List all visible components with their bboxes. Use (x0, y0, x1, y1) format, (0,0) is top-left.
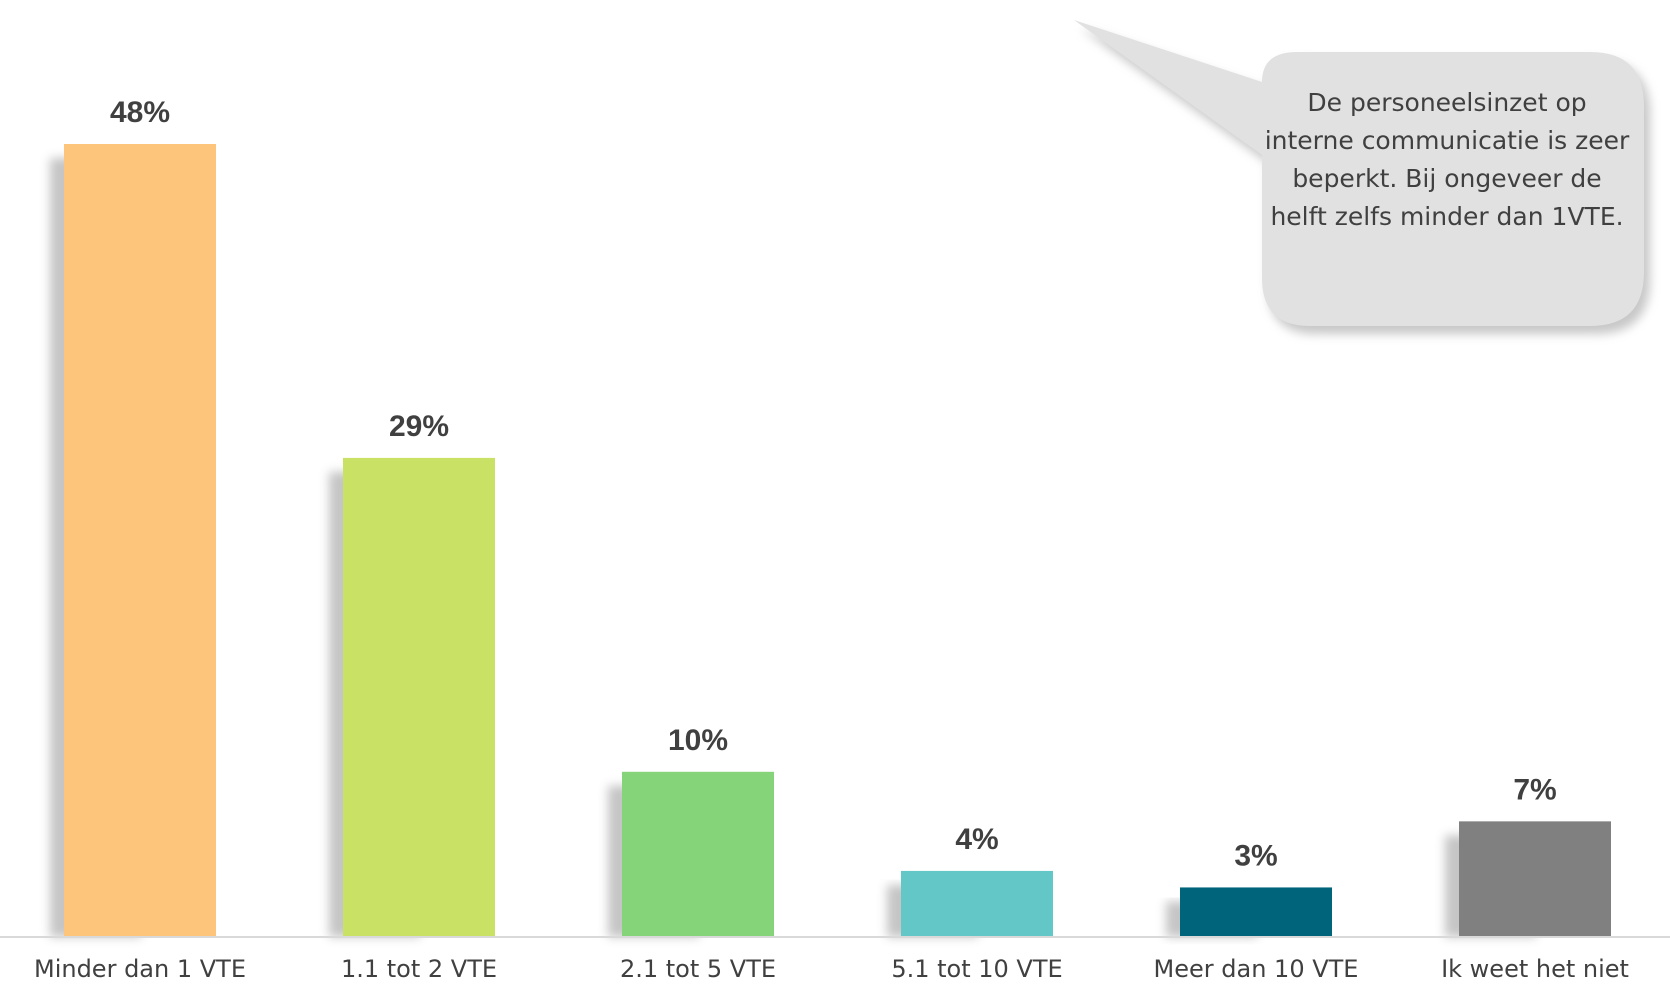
category-label-5: Meer dan 10 VTE (1154, 955, 1359, 983)
bar-2 (343, 457, 495, 937)
bar-5 (1180, 887, 1332, 937)
data-label-2: 29% (389, 410, 449, 443)
callout-bubble (1074, 20, 1650, 334)
category-label-1: Minder dan 1 VTE (34, 955, 246, 983)
data-label-1: 48% (110, 96, 170, 129)
category-label-2: 1.1 tot 2 VTE (341, 955, 497, 983)
category-label-4: 5.1 tot 10 VTE (891, 955, 1062, 983)
data-label-3: 10% (668, 724, 728, 757)
data-label-5: 3% (1234, 839, 1277, 872)
bar-3 (622, 771, 774, 937)
bar-1 (64, 144, 216, 937)
bar-4 (901, 870, 1053, 937)
data-label-4: 4% (955, 823, 998, 856)
category-label-3: 2.1 tot 5 VTE (620, 955, 776, 983)
category-label-6: Ik weet het niet (1441, 955, 1629, 983)
data-label-6: 7% (1513, 773, 1556, 806)
callout-text: De personeelsinzet op interne communicat… (1264, 88, 1630, 231)
bar-6 (1459, 821, 1611, 937)
